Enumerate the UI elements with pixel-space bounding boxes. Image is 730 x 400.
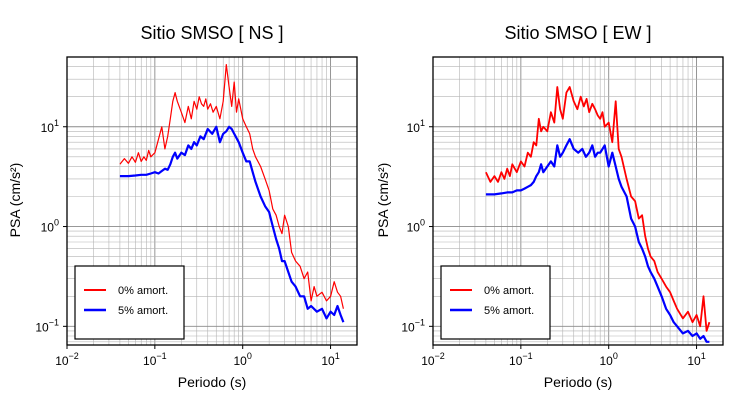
legend-box bbox=[74, 265, 185, 340]
y-tick-label: 10−1 bbox=[35, 317, 59, 334]
legend-box bbox=[440, 265, 551, 340]
y-tick-label: 100 bbox=[41, 218, 59, 235]
x-axis-label: Periodo (s) bbox=[544, 374, 612, 390]
x-tick-label: 100 bbox=[600, 351, 618, 368]
x-tick-label: 100 bbox=[234, 351, 252, 368]
y-tick-label: 10−1 bbox=[401, 317, 425, 334]
series-line-0 bbox=[485, 86, 711, 332]
panel-ns: Sitio SMSO [ NS ] Periodo (s) PSA (cm/s²… bbox=[7, 23, 358, 390]
legend-label-0: 0% amort. bbox=[484, 285, 534, 297]
x-tick-label: 101 bbox=[687, 351, 705, 368]
grid-y bbox=[433, 56, 723, 343]
series-line-0 bbox=[119, 63, 344, 309]
series-line-1 bbox=[485, 138, 710, 343]
chart-title: Sitio SMSO [ EW ] bbox=[504, 23, 651, 43]
legend-label-1: 5% amort. bbox=[118, 305, 168, 317]
series-line-1 bbox=[119, 125, 345, 323]
panel-ew: Sitio SMSO [ EW ] Periodo (s) PSA (cm/s²… bbox=[375, 23, 724, 390]
y-axis-label: PSA (cm/s²) bbox=[375, 163, 391, 238]
x-tick-label: 101 bbox=[321, 351, 339, 368]
y-tick-label: 101 bbox=[41, 118, 59, 135]
chart-title: Sitio SMSO [ NS ] bbox=[140, 23, 283, 43]
plot-area: 10−2 10−1 100 101 10−1 100 101 bbox=[401, 56, 724, 368]
y-axis-label: PSA (cm/s²) bbox=[7, 163, 23, 238]
y-tick-label: 101 bbox=[407, 118, 425, 135]
x-tick-label: 10−2 bbox=[55, 351, 79, 368]
legend: 0% amort. 5% amort. bbox=[74, 265, 185, 340]
x-axis-label: Periodo (s) bbox=[178, 374, 246, 390]
legend-label-1: 5% amort. bbox=[484, 305, 534, 317]
legend: 0% amort. 5% amort. bbox=[440, 265, 551, 340]
plot-area: 10−2 10−1 100 101 10−1 100 101 bbox=[35, 56, 358, 368]
x-tick-label: 10−1 bbox=[509, 351, 533, 368]
plot-frame bbox=[66, 56, 358, 346]
x-tick-label: 10−1 bbox=[143, 351, 167, 368]
y-tick-label: 100 bbox=[407, 218, 425, 235]
x-tick-label: 10−2 bbox=[421, 351, 445, 368]
plot-frame bbox=[432, 56, 724, 346]
legend-label-0: 0% amort. bbox=[118, 285, 168, 297]
